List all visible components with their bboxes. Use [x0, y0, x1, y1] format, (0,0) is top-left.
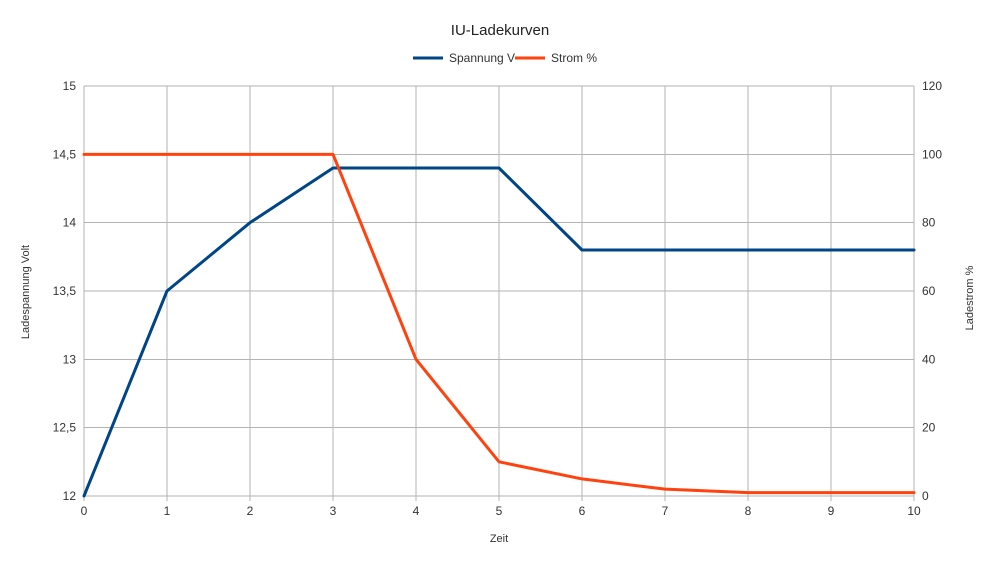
x-tick-label: 4 — [413, 504, 420, 518]
y-right-tick-label: 0 — [922, 489, 929, 503]
x-tick-label: 3 — [330, 504, 337, 518]
y-left-tick-label: 12 — [63, 489, 77, 503]
y-left-tick-label: 12,5 — [53, 421, 77, 435]
y-left-tick-label: 15 — [63, 79, 77, 93]
series-line-spannung — [82, 166, 916, 498]
x-tick-label: 6 — [579, 504, 586, 518]
x-axis-label: Zeit — [490, 533, 508, 545]
y-axis-left-label: Ladespannung Volt — [20, 245, 32, 339]
y-right-tick-label: 100 — [922, 147, 942, 161]
y-right-tick-label: 60 — [922, 284, 936, 298]
legend-label-spannung: Spannung V — [449, 51, 515, 65]
series-group — [82, 152, 916, 498]
x-tick-label: 2 — [247, 504, 254, 518]
x-tick-label: 1 — [164, 504, 171, 518]
x-tick-label: 8 — [745, 504, 752, 518]
y-axis-right-ticks: 0 20 40 60 80 100 120 — [922, 79, 942, 503]
y-left-tick-label: 13,5 — [53, 284, 77, 298]
y-axis-left-ticks: 12 12,5 13 13,5 14 14,5 15 — [53, 79, 77, 503]
x-tick-label: 9 — [828, 504, 835, 518]
y-right-tick-label: 20 — [922, 421, 936, 435]
y-left-tick-label: 14,5 — [53, 147, 77, 161]
y-left-tick-label: 14 — [63, 216, 77, 230]
x-axis-ticks: 0 1 2 3 4 5 6 7 8 9 10 — [81, 504, 921, 518]
y-right-tick-label: 120 — [922, 79, 942, 93]
y-left-tick-label: 13 — [63, 352, 77, 366]
gridlines — [84, 85, 914, 496]
y-axis-right-label: Ladestrom % — [964, 265, 976, 330]
axes — [83, 85, 915, 501]
chart-title: IU-Ladekurven — [451, 22, 549, 39]
series-line-strom — [82, 152, 916, 495]
x-tick-label: 7 — [662, 504, 669, 518]
y-right-tick-label: 80 — [922, 216, 936, 230]
legend-label-strom: Strom % — [551, 51, 597, 65]
x-tick-label: 0 — [81, 504, 88, 518]
x-tick-label: 5 — [496, 504, 503, 518]
legend: Spannung V Strom % — [413, 51, 597, 65]
y-right-tick-label: 40 — [922, 352, 936, 366]
x-tick-label: 10 — [907, 504, 921, 518]
